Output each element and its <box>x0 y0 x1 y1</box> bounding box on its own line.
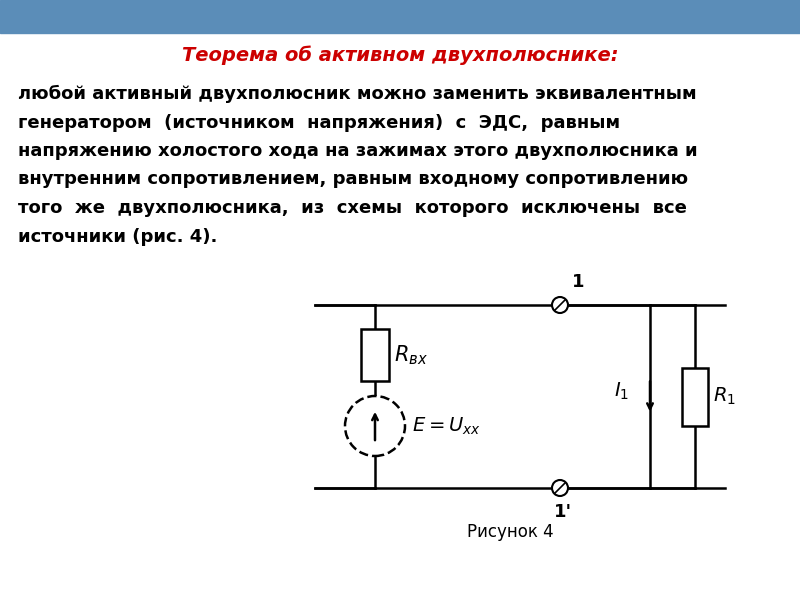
Bar <box>0 0 800 33</box>
Bar <box>361 329 389 381</box>
Text: генератором  (источником  напряжения)  с  ЭДС,  равным: генератором (источником напряжения) с ЭД… <box>18 113 620 131</box>
Text: источники (рис. 4).: источники (рис. 4). <box>18 227 218 245</box>
Text: напряжению холостого хода на зажимах этого двухполюсника и: напряжению холостого хода на зажимах это… <box>18 142 698 160</box>
Text: Рисунок 4: Рисунок 4 <box>466 523 554 541</box>
Text: $R_{вх}$: $R_{вх}$ <box>394 343 428 367</box>
Text: $E = U_{хх}$: $E = U_{хх}$ <box>412 415 481 437</box>
Text: того  же  двухполюсника,  из  схемы  которого  исключены  все: того же двухполюсника, из схемы которого… <box>18 199 687 217</box>
Circle shape <box>345 396 405 456</box>
Text: 1: 1 <box>572 273 585 291</box>
Bar <box>682 367 708 425</box>
Text: $R_1$: $R_1$ <box>713 386 736 407</box>
Text: Теорема об активном двухполюснике:: Теорема об активном двухполюснике: <box>182 45 618 65</box>
Circle shape <box>552 480 568 496</box>
Text: 1': 1' <box>554 503 572 521</box>
Text: любой активный двухполюсник можно заменить эквивалентным: любой активный двухполюсник можно замени… <box>18 85 697 103</box>
Text: внутренним сопротивлением, равным входному сопротивлению: внутренним сопротивлением, равным входно… <box>18 170 688 188</box>
Circle shape <box>552 297 568 313</box>
Text: $I_1$: $I_1$ <box>614 381 630 402</box>
